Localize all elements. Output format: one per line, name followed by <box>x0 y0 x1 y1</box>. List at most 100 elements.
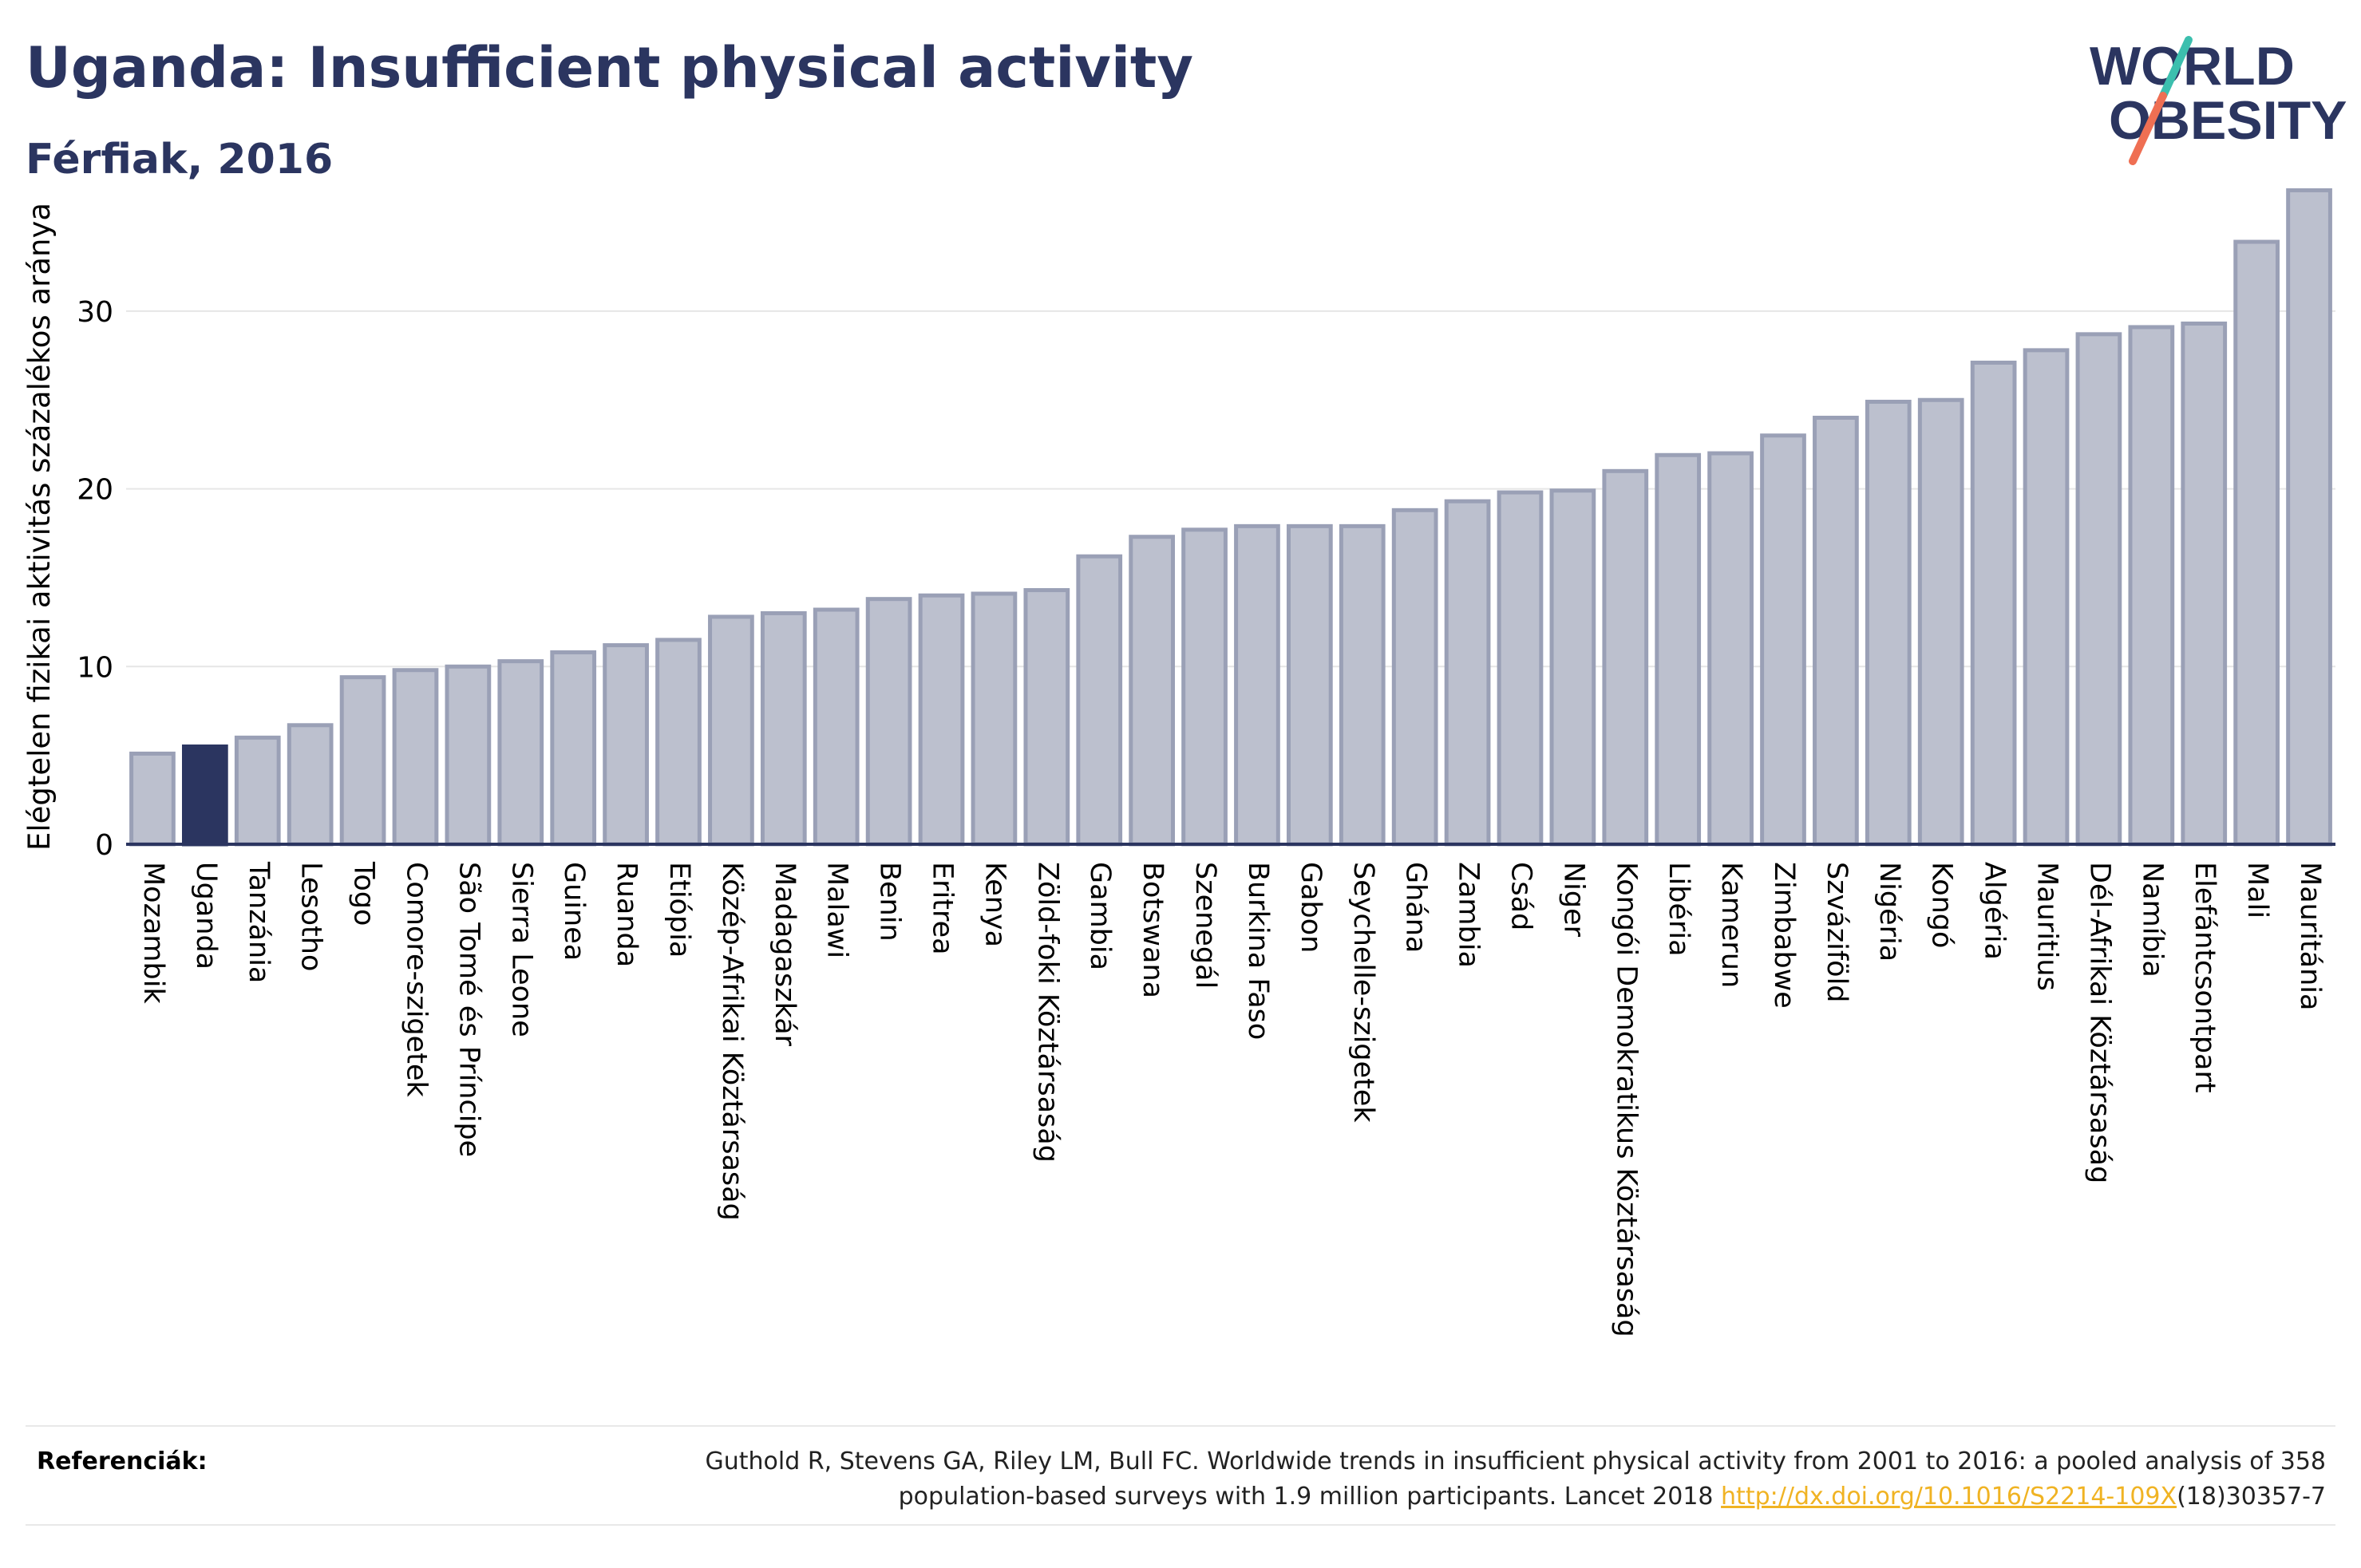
bar[interactable] <box>181 745 228 847</box>
bar[interactable] <box>1549 488 1596 847</box>
bar[interactable] <box>339 675 386 847</box>
bar[interactable] <box>392 668 439 847</box>
x-tick-label: Zöld-foki Köztársaság <box>1031 862 1063 1163</box>
bar[interactable] <box>1602 468 1649 847</box>
bar[interactable] <box>2286 188 2332 847</box>
bar[interactable] <box>1286 523 1333 847</box>
bar[interactable] <box>1497 490 1544 847</box>
x-tick-label: Etiópia <box>663 862 695 958</box>
bar[interactable] <box>1234 523 1280 847</box>
bar-chart: 0 10 20 30 Mozambik Uganda Tanzánia Lesotho Tog… <box>22 188 2335 1337</box>
y-axis-label: Elégtelen fizikai aktivitás százalékos a… <box>22 203 57 851</box>
y-tick-label: 10 <box>77 651 113 684</box>
x-tick-label: Tanzánia <box>243 861 275 983</box>
x-tick-label: Namíbia <box>2136 862 2168 978</box>
bar[interactable] <box>2075 332 2122 847</box>
x-tick-label: Mauritius <box>2031 862 2063 991</box>
x-tick-label: Ghána <box>1400 862 1432 953</box>
x-tick-label: Burkina Faso <box>1242 862 1274 1040</box>
chart-title: Uganda: Insufficient physical activity <box>26 35 1194 101</box>
x-tick-label: Sierra Leone <box>505 862 537 1037</box>
x-tick-label: Uganda <box>190 862 222 970</box>
y-tick-label: 30 <box>77 296 113 329</box>
x-tick-label: Közép-Afrikai Köztársaság <box>716 862 748 1221</box>
x-tick-label: Ruanda <box>611 862 643 967</box>
bar[interactable] <box>1391 508 1438 847</box>
x-tick-label: Kongói Demokratikus Köztársaság <box>1610 862 1642 1337</box>
doi-link[interactable]: http://dx.doi.org/10.1016/S2214-109X <box>1721 1483 2177 1511</box>
x-tick-label: Comore-szigetek <box>400 862 432 1097</box>
bar[interactable] <box>287 723 334 847</box>
x-tick-label: Gabon <box>1295 862 1327 953</box>
bar[interactable] <box>1444 499 1491 847</box>
footer-divider-top <box>26 1425 2335 1427</box>
bar[interactable] <box>497 659 544 847</box>
x-tick-label: Algéria <box>1979 862 2011 960</box>
reference-line-2-end: (18)30357-7 <box>2177 1483 2326 1511</box>
x-tick-label: Zambia <box>1453 862 1485 968</box>
x-tick-label: Guinea <box>558 862 590 961</box>
x-tick-label: Szváziföld <box>1821 862 1853 1003</box>
bar[interactable] <box>2181 321 2228 847</box>
bar[interactable] <box>1760 433 1806 847</box>
world-obesity-logo: WORLD OBESITY <box>2090 36 2347 165</box>
x-tick-label: Mali <box>2241 862 2273 918</box>
bar[interactable] <box>1970 360 2017 847</box>
x-tick-label: Benin <box>874 862 906 942</box>
x-tick-label: Malawi <box>821 862 853 958</box>
bar[interactable] <box>971 591 1018 847</box>
bar[interactable] <box>1129 535 1176 847</box>
bar[interactable] <box>865 597 912 847</box>
x-tick-label: Kamerun <box>1715 862 1747 988</box>
x-tick-label: Botswana <box>1137 862 1169 998</box>
logo-slash-coral <box>2129 92 2167 165</box>
bar[interactable] <box>603 643 649 847</box>
bar[interactable] <box>1707 451 1754 847</box>
bar[interactable] <box>655 638 702 847</box>
x-tick-label: Libéria <box>1663 862 1695 957</box>
x-tick-label: Niger <box>1557 862 1589 938</box>
bar[interactable] <box>2233 239 2280 847</box>
bar[interactable] <box>1813 416 1859 847</box>
bar[interactable] <box>918 593 965 847</box>
bar[interactable] <box>1917 397 1964 847</box>
bar[interactable] <box>129 751 176 847</box>
reference-line-1: Guthold R, Stevens GA, Riley LM, Bull FC… <box>705 1448 2326 1475</box>
reference-line-2-start: population-based surveys with 1.9 millio… <box>898 1483 1722 1511</box>
bar[interactable] <box>550 650 597 847</box>
x-tick-label: Eritrea <box>927 862 959 955</box>
footer-divider-bottom <box>26 1524 2335 1526</box>
references-label: Referenciák: <box>37 1448 208 1475</box>
bar[interactable] <box>1339 523 1386 847</box>
chart-subtitle: Férfiak, 2016 <box>26 136 334 184</box>
bar[interactable] <box>1023 588 1070 847</box>
bar[interactable] <box>1181 527 1228 847</box>
bar[interactable] <box>1655 452 1702 847</box>
bar[interactable] <box>234 735 281 847</box>
reference-line-2: population-based surveys with 1.9 millio… <box>706 1479 2326 1515</box>
x-tick-label: Mauritánia <box>2294 862 2326 1010</box>
references-text: Guthold R, Stevens GA, Riley LM, Bull FC… <box>706 1444 2326 1515</box>
y-tick-label: 20 <box>77 474 113 507</box>
x-tick-label: Kenya <box>979 862 1010 947</box>
bar[interactable] <box>813 607 860 847</box>
x-tick-label: São Tomé és Príncipe <box>453 862 484 1157</box>
x-tick-label: Lesotho <box>295 862 327 971</box>
bar[interactable] <box>445 664 492 847</box>
bar[interactable] <box>708 614 754 847</box>
x-tick-label: Zimbabwe <box>1768 862 1800 1009</box>
bar[interactable] <box>1076 554 1123 847</box>
x-tick-label: Csád <box>1505 862 1536 930</box>
logo-slash-teal <box>2159 36 2193 100</box>
bar[interactable] <box>1865 399 1912 847</box>
bar[interactable] <box>2128 325 2175 847</box>
x-tick-label: Madagaszkár <box>769 862 801 1047</box>
x-tick-label: Mozambik <box>137 862 169 1004</box>
x-tick-label: Dél-Afrikai Köztársaság <box>2083 862 2115 1183</box>
x-tick-label: Togo <box>348 861 380 926</box>
bar[interactable] <box>2023 348 2070 847</box>
bar[interactable] <box>760 610 807 847</box>
logo-world-text: WORLD <box>2090 36 2295 97</box>
x-tick-label: Seychelle-szigetek <box>1347 862 1379 1123</box>
x-tick-label: Szenegál <box>1189 862 1221 989</box>
